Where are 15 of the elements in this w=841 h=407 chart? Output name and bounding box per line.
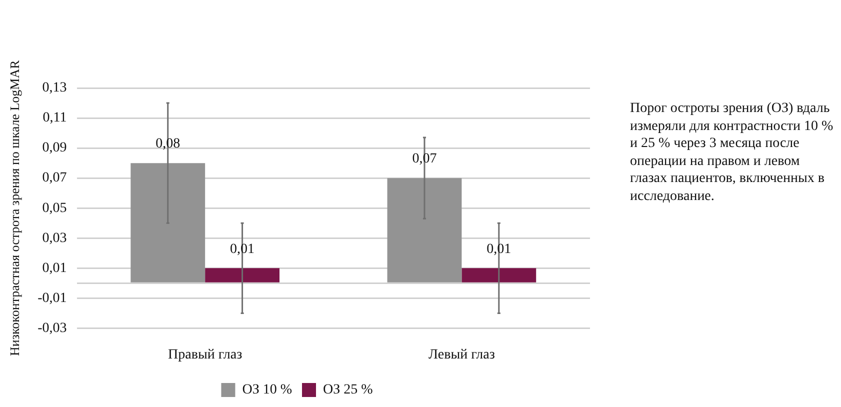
text: Порог остроты зрения (ОЗ) вдаль измеряли для контрастности 10 % и 25 % через 3 месяца после операции на правом и левом глазах пациентов, включенных в исследование. [630, 100, 834, 205]
y-tick-label: 0,03 [42, 230, 67, 246]
y-tick-label: 0,05 [42, 200, 67, 216]
y-tick-label: 0,07 [42, 170, 67, 186]
y-tick-label: 0,13 [42, 80, 67, 96]
y-tick-label: -0,03 [38, 320, 67, 336]
y-axis-title: Низкоконтрастная острота зрения по шкале LogMAR [7, 60, 22, 356]
legend-label: ОЗ 25 % [323, 382, 374, 398]
legend-label: ОЗ 10 % [242, 382, 292, 398]
x-tick-label: Левый глаз [428, 347, 496, 362]
y-tick-label: 0,11 [42, 110, 67, 126]
y-tick-label: 0,01 [42, 260, 67, 276]
y-tick-label: -0,01 [38, 290, 67, 306]
x-tick-label: Правый глаз [168, 347, 243, 362]
y-tick-label: 0,09 [42, 140, 67, 156]
